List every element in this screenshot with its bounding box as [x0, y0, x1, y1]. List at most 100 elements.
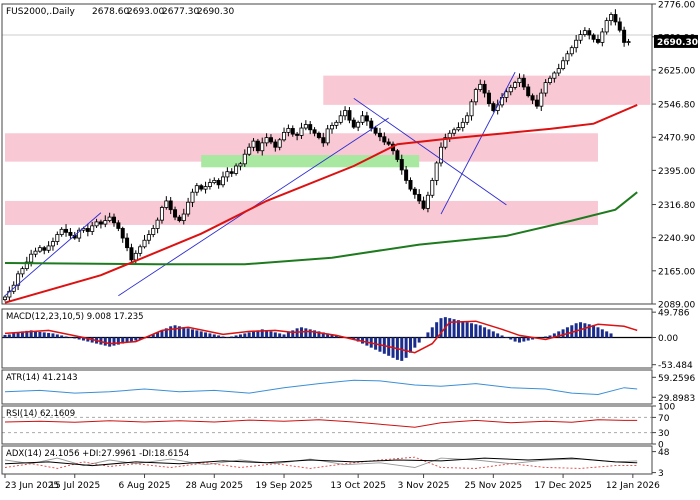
macd-bar	[103, 337, 107, 346]
macd-bar	[483, 327, 487, 338]
x-tick-label: 3 Nov 2025	[398, 481, 450, 491]
zone-band	[201, 155, 420, 168]
macd-bar	[548, 335, 552, 338]
macd-bar	[151, 334, 155, 338]
macd-bar	[504, 337, 508, 338]
candle-body	[395, 150, 400, 160]
ohlc-value: 2693.00	[127, 7, 164, 17]
ohlc-value: 2690.30	[197, 7, 234, 17]
macd-bar	[452, 319, 456, 338]
candle-body	[268, 137, 273, 143]
candle-body	[103, 220, 108, 225]
macd-bar	[86, 337, 90, 342]
macd-bar	[169, 326, 173, 338]
macd-tick-label: -53.484	[658, 361, 693, 371]
candle-body	[508, 87, 513, 93]
candle-body	[77, 229, 82, 239]
x-tick-label: 13 Oct 2025	[330, 481, 386, 491]
macd-bar	[129, 337, 133, 342]
candle-body	[443, 137, 448, 148]
atr-panel-frame	[1, 369, 653, 405]
zone-band	[323, 75, 651, 105]
macd-bar	[448, 318, 452, 338]
macd-bar	[500, 335, 504, 338]
candle-body	[98, 221, 103, 225]
macd-bar	[587, 324, 591, 338]
candle-body	[329, 124, 334, 130]
price-panel-frame	[1, 3, 653, 305]
macd-bar	[509, 337, 513, 340]
macd-bar	[77, 337, 81, 340]
x-tick-label: 15 Jul 2025	[49, 481, 100, 491]
macd-panel-frame	[1, 308, 653, 369]
macd-bar	[51, 333, 55, 338]
macd-bar	[238, 334, 242, 338]
macd-bar	[173, 325, 177, 338]
rsi-tick-label: 100	[658, 403, 675, 413]
macd-bar	[474, 324, 478, 338]
candle-body	[190, 191, 195, 203]
macd-bar	[404, 337, 408, 358]
candle-body	[199, 185, 204, 190]
macd-bar	[605, 331, 609, 338]
candle-body	[282, 131, 287, 141]
candle-body	[600, 31, 605, 43]
candle-body	[308, 124, 313, 131]
macd-bar	[470, 323, 474, 338]
candle-body	[146, 234, 151, 241]
candle-body	[290, 128, 295, 135]
adx-tick-label: 3	[658, 469, 664, 479]
candle-body	[574, 39, 579, 49]
macd-bar	[278, 333, 282, 338]
candle-body	[565, 53, 570, 62]
macd-bar	[308, 329, 312, 338]
macd-bar	[221, 336, 225, 338]
candle-body	[364, 115, 369, 122]
macd-bar	[531, 337, 535, 340]
candle-body	[24, 261, 29, 270]
candle-body	[216, 180, 221, 186]
macd-bar	[20, 331, 24, 338]
candle-body	[151, 228, 156, 235]
candle-body	[325, 128, 330, 144]
macd-bar	[600, 329, 604, 338]
macd-bar	[313, 330, 317, 338]
macd-bar	[212, 334, 216, 338]
rsi-label: RSI(14) 62.1609	[6, 409, 75, 419]
candle-body	[447, 132, 452, 139]
candle-body	[478, 83, 483, 90]
macd-bar	[138, 337, 142, 340]
trend-line	[353, 97, 507, 206]
trend-line	[440, 71, 516, 215]
macd-bar	[116, 337, 120, 345]
macd-bar	[160, 330, 164, 338]
macd-bar	[195, 330, 199, 338]
candle-body	[421, 200, 426, 209]
last-price-box	[654, 34, 698, 48]
candle-body	[42, 247, 47, 251]
candle-body	[578, 34, 583, 41]
candle-body	[112, 216, 117, 224]
macd-bar	[352, 337, 356, 340]
macd-bar	[435, 322, 439, 338]
macd-bar	[269, 331, 273, 338]
macd-bar	[125, 337, 129, 343]
macd-bar	[356, 337, 360, 342]
candle-body	[181, 213, 186, 221]
candle-body	[473, 89, 478, 103]
macd-bar	[134, 337, 138, 341]
candle-body	[303, 124, 308, 129]
candle-body	[613, 14, 618, 23]
candle-body	[609, 14, 614, 21]
macd-bar	[496, 333, 500, 338]
rsi-tick-label: 70	[658, 414, 670, 424]
candle-body	[90, 225, 95, 232]
candle-body	[220, 176, 225, 186]
candle-body	[412, 188, 417, 195]
atr-line	[4, 379, 638, 396]
macd-bar	[491, 331, 495, 338]
price-tick-label: 2089.00	[658, 301, 695, 311]
candle-body	[491, 103, 496, 111]
macd-bar	[147, 336, 151, 338]
